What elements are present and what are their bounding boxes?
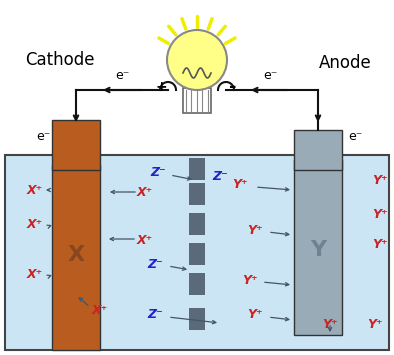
Text: Z⁻: Z⁻ (147, 308, 163, 322)
Bar (189, 213, 205, 235)
Bar (189, 273, 205, 295)
Text: X⁺: X⁺ (27, 218, 43, 231)
Text: Y⁺: Y⁺ (372, 239, 388, 251)
Text: e⁻: e⁻ (36, 131, 50, 143)
Text: X⁺: X⁺ (137, 186, 153, 200)
Text: Anode: Anode (319, 54, 372, 72)
Text: +: + (155, 80, 167, 94)
Text: -: - (229, 78, 237, 96)
Bar (189, 183, 205, 205)
Bar (5, 155, 389, 350)
Text: e⁻: e⁻ (263, 69, 277, 82)
Text: Y⁺: Y⁺ (247, 308, 263, 322)
Text: Z⁻: Z⁻ (147, 258, 163, 272)
Text: e⁻: e⁻ (115, 69, 129, 82)
Text: Y⁺: Y⁺ (322, 318, 338, 332)
Text: Y⁺: Y⁺ (242, 273, 258, 286)
Circle shape (167, 30, 227, 90)
Text: e⁻: e⁻ (348, 131, 362, 143)
Bar (189, 308, 205, 330)
Text: Y⁺: Y⁺ (247, 224, 263, 236)
Text: Cathode: Cathode (25, 51, 95, 69)
Text: X⁺: X⁺ (27, 184, 43, 197)
Text: X⁺: X⁺ (27, 268, 43, 282)
Text: X: X (67, 245, 85, 265)
Bar (52, 120, 100, 170)
Bar (52, 165, 100, 350)
Bar (183, 88, 211, 113)
Bar (294, 130, 342, 170)
Text: X⁺: X⁺ (137, 234, 153, 246)
Text: Y⁺: Y⁺ (232, 179, 248, 191)
Text: Y: Y (310, 240, 326, 260)
Text: X⁺: X⁺ (92, 304, 108, 317)
Text: Y⁺: Y⁺ (372, 208, 388, 222)
Text: Y⁺: Y⁺ (372, 174, 388, 186)
Text: Z⁻: Z⁻ (150, 166, 166, 180)
Bar (189, 243, 205, 265)
Text: Y⁺: Y⁺ (367, 318, 383, 332)
Bar (294, 160, 342, 335)
Text: Z⁻: Z⁻ (212, 170, 228, 184)
Bar (189, 158, 205, 180)
